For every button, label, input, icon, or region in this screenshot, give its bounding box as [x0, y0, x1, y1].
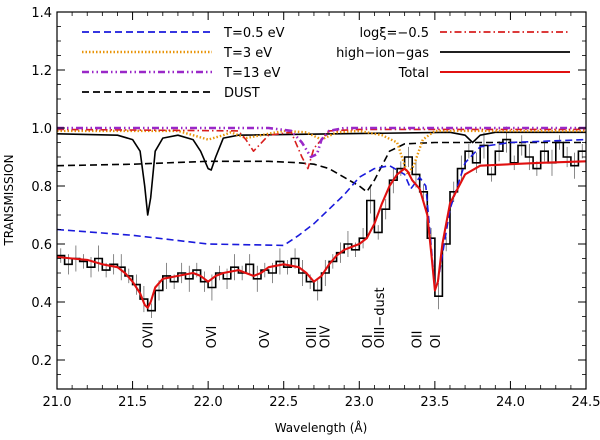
legend-item-t-0-5-ev: T=0.5 eV — [82, 26, 285, 41]
x-tick-label: 21.0 — [43, 395, 72, 410]
x-tick-label: 24.5 — [572, 395, 600, 410]
y-tick-label: 0.2 — [31, 354, 52, 369]
y-tick-label: 0.8 — [31, 180, 52, 195]
legend: T=0.5 eV T=3 eV T=13 eV DUST logξ=−0.5 high−i… — [82, 26, 570, 101]
annotation-ovi: OVI — [205, 326, 220, 349]
y-tick-label: 1.0 — [31, 122, 52, 137]
plot-area — [57, 126, 586, 318]
annotation-ovii: OVII — [142, 322, 157, 349]
axes: 21.0 21.5 22.0 22.5 23.0 23.5 24.0 24.5 0.2 0.4 0.… — [31, 6, 600, 410]
y-tick-label: 1.2 — [31, 64, 52, 79]
x-tick-label: 24.0 — [496, 395, 525, 410]
series-dust — [57, 141, 586, 193]
annotation-oii: OII — [411, 330, 426, 348]
y-axis-title: TRANSMISSION — [2, 154, 16, 246]
legend-item-dust: DUST — [82, 86, 260, 101]
series-log-0-5 — [57, 128, 586, 170]
series-line-dust — [57, 141, 586, 193]
x-tick-label: 21.5 — [118, 395, 147, 410]
legend-item-t-13-ev: T=13 eV — [82, 66, 281, 81]
annotation-oi: OI — [361, 334, 376, 348]
legend-label: high−ion−gas — [336, 46, 429, 61]
legend-label: T=0.5 eV — [223, 26, 285, 41]
series-total — [57, 160, 586, 309]
legend-label: DUST — [224, 86, 260, 101]
annotation-oiii: OIII — [305, 327, 320, 349]
series-line-high-ion-gas — [57, 131, 586, 216]
series-t-0-5-ev — [57, 138, 586, 289]
annotation-oiii-dust: OIII−dust — [373, 287, 388, 348]
legend-item-t-3-ev: T=3 eV — [82, 46, 272, 61]
annotation-oiv: OIV — [319, 325, 334, 348]
y-tick-label: 0.4 — [31, 296, 52, 311]
legend-label: logξ=−0.5 — [359, 26, 429, 41]
x-axis-title: Wavelength (Å) — [275, 420, 368, 435]
series-line-t-0-5-ev — [57, 138, 586, 289]
y-tick-label: 1.4 — [31, 6, 52, 21]
x-tick-label: 23.5 — [420, 395, 449, 410]
x-tick-label: 23.0 — [345, 395, 374, 410]
series-line-total — [57, 160, 586, 309]
legend-item-log-0-5: logξ=−0.5 — [359, 26, 570, 41]
annotation-oi: OI — [429, 334, 444, 348]
series-high-ion-gas — [57, 131, 586, 216]
legend-label: T=13 eV — [223, 66, 281, 81]
annotation-ov: OV — [258, 329, 273, 348]
series-line-log-0-5 — [57, 128, 586, 170]
x-tick-label: 22.5 — [269, 395, 298, 410]
x-tick-label: 22.0 — [194, 395, 223, 410]
legend-label: T=3 eV — [223, 46, 272, 61]
legend-item-high-ion-gas: high−ion−gas — [336, 46, 570, 61]
y-tick-label: 0.6 — [31, 238, 52, 253]
data-histogram — [57, 138, 586, 312]
legend-label: Total — [398, 66, 429, 81]
legend-item-total: Total — [398, 66, 570, 81]
